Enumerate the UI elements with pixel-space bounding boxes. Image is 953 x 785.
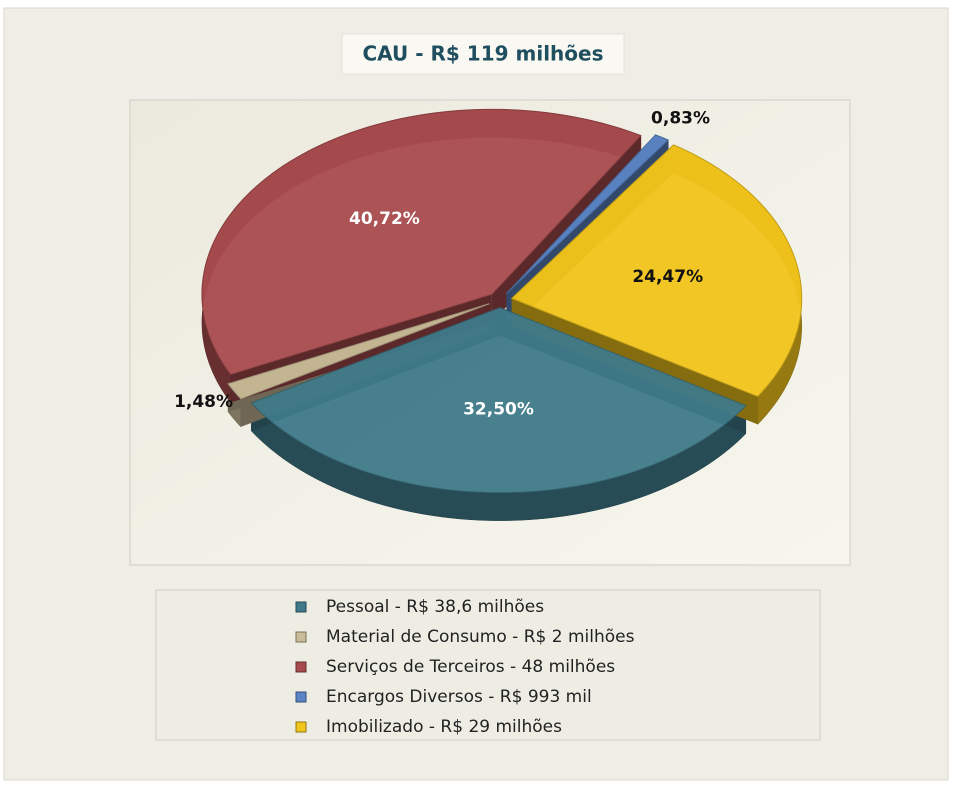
legend-box <box>155 589 821 741</box>
data-label: 0,83% <box>651 109 710 129</box>
data-label: 40,72% <box>349 209 420 229</box>
legend-marker <box>295 631 307 643</box>
legend-marker <box>295 661 307 673</box>
data-label: 24,47% <box>632 267 703 287</box>
slice <box>227 303 490 400</box>
title-box <box>341 33 625 75</box>
legend-marker <box>295 721 307 733</box>
chart-title: CAU - R$ 119 milhões <box>363 42 604 66</box>
legend-label: Pessoal - R$ 38,6 milhões <box>326 597 544 617</box>
data-label: 1,48% <box>174 392 233 412</box>
legend-label: Material de Consumo - R$ 2 milhões <box>326 627 635 647</box>
legend-label: Encargos Diversos - R$ 993 mil <box>326 687 592 707</box>
legend-marker <box>295 691 307 703</box>
legend-label: Imobilizado - R$ 29 milhões <box>326 717 562 737</box>
slice <box>506 134 670 294</box>
slice <box>201 108 642 376</box>
slice <box>510 144 803 398</box>
slice <box>250 307 747 494</box>
legend-marker <box>295 601 307 613</box>
legend-label: Serviços de Terceiros - 48 milhões <box>326 657 615 677</box>
data-label: 32,50% <box>463 399 534 419</box>
